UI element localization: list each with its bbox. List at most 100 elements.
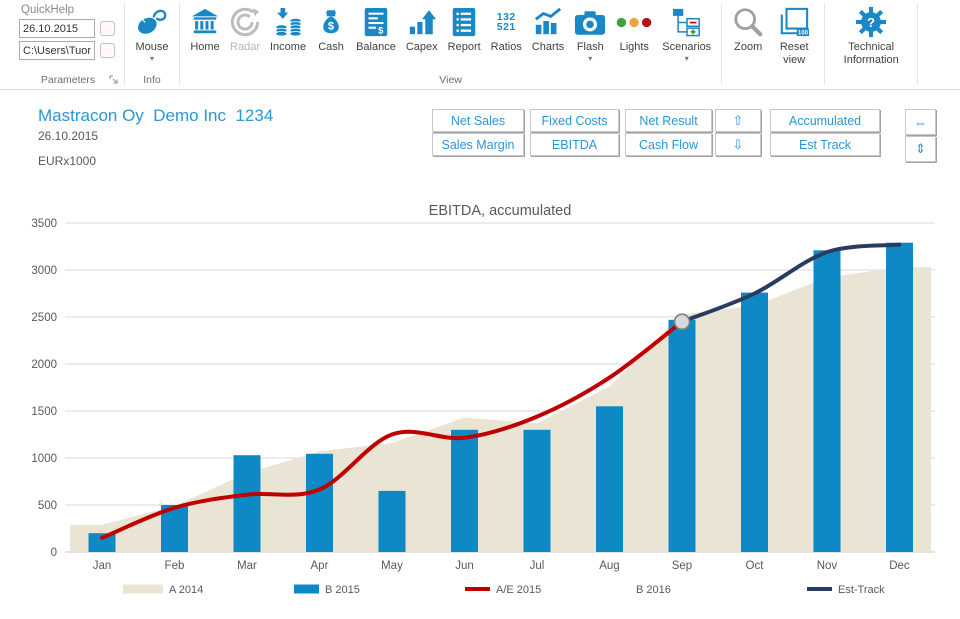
sales-margin-button[interactable]: Sales Margin	[432, 133, 524, 156]
ribbon-item-zoom[interactable]: Zoom	[727, 1, 769, 54]
quickhelp-label: QuickHelp	[21, 4, 75, 16]
ribbon-item-flash[interactable]: Flash ▾	[569, 1, 611, 64]
ribbon-item-cash[interactable]: $ Cash	[311, 1, 351, 54]
ribbon-item-scenarios[interactable]: Scenarios ▾	[657, 1, 716, 64]
mouse-icon	[135, 3, 169, 41]
ribbon-item-label: Radar	[230, 41, 260, 53]
ribbon-item-label: Reset view	[779, 41, 809, 66]
ribbon-item-technical-information[interactable]: ? Technical Information	[830, 1, 912, 67]
ribbon-group-zoom: Zoom 100 Reset view	[724, 0, 822, 89]
ribbon-group-technical: ? Technical Information	[827, 0, 915, 89]
ribbon-item-label: Report	[447, 41, 481, 53]
up-arrow-button[interactable]: ⇧	[715, 109, 761, 132]
svg-text:Nov: Nov	[817, 560, 838, 572]
svg-text:A/E 2015: A/E 2015	[496, 584, 541, 596]
ebitda-button[interactable]: EBITDA	[530, 133, 619, 156]
reset-view-icon: 100	[778, 3, 810, 41]
path-input[interactable]	[19, 41, 95, 60]
view-group-label: View	[439, 74, 462, 86]
ribbon-item-charts[interactable]: Charts	[527, 1, 569, 54]
ribbon-item-label: Ratios	[490, 41, 522, 53]
path-checkbox[interactable]	[100, 43, 115, 58]
svg-text:100: 100	[798, 30, 809, 37]
dialog-launcher-icon[interactable]	[109, 75, 119, 90]
svg-text:Est-Track: Est-Track	[838, 584, 885, 596]
ribbon-item-lights[interactable]: Lights	[611, 1, 657, 54]
net-sales-button[interactable]: Net Sales	[432, 109, 524, 132]
svg-text:Sep: Sep	[672, 560, 692, 572]
ribbon-separator	[824, 4, 826, 84]
svg-text:1000: 1000	[31, 453, 57, 465]
ribbon-item-capex[interactable]: Capex	[401, 1, 443, 54]
svg-text:3000: 3000	[31, 265, 57, 277]
svg-text:Apr: Apr	[311, 560, 329, 572]
lights-icon	[616, 3, 652, 41]
svg-text:3500: 3500	[31, 218, 57, 230]
date-input[interactable]	[19, 19, 95, 38]
cash-icon: $	[316, 3, 346, 41]
svg-text:2000: 2000	[31, 359, 57, 371]
svg-text:A 2014: A 2014	[169, 584, 203, 596]
ribbon: QuickHelp Parameters Mouse ▾ Info	[0, 0, 960, 90]
svg-text:Dec: Dec	[889, 560, 910, 572]
parameters-group-label: Parameters	[40, 74, 96, 86]
svg-text:$: $	[328, 21, 335, 33]
ribbon-item-label: Capex	[405, 41, 438, 53]
svg-text:Feb: Feb	[165, 560, 185, 572]
chevron-down-icon: ▾	[684, 54, 689, 63]
ribbon-item-label: Zoom	[734, 41, 763, 53]
ribbon-item-label: Mouse	[135, 41, 169, 53]
svg-text:EBITDA, accumulated: EBITDA, accumulated	[429, 203, 572, 219]
down-arrow-button[interactable]: ⇩	[715, 133, 761, 156]
ribbon-item-label: Flash	[576, 41, 604, 53]
svg-text:0: 0	[51, 547, 57, 559]
accumulated-button[interactable]: Accumulated	[770, 109, 880, 132]
ribbon-item-label: Lights	[619, 41, 649, 53]
fixed-costs-button[interactable]: Fixed Costs	[530, 109, 619, 132]
svg-text:?: ?	[867, 15, 875, 30]
svg-text:2500: 2500	[31, 312, 57, 324]
svg-text:B 2016: B 2016	[636, 584, 671, 596]
report-icon	[450, 3, 478, 41]
currency-unit: EURx1000	[38, 154, 97, 168]
flash-icon	[574, 3, 606, 41]
ribbon-item-label: Cash	[318, 41, 344, 53]
ribbon-item-balance[interactable]: $ Balance	[351, 1, 401, 54]
ribbon-item-label: Income	[270, 41, 307, 53]
date-checkbox[interactable]	[100, 21, 115, 36]
svg-text:Jan: Jan	[93, 560, 112, 572]
ribbon-item-mouse[interactable]: Mouse ▾	[130, 1, 174, 64]
ratios-icon: 132 521	[496, 11, 516, 33]
ribbon-item-reset-view[interactable]: 100 Reset view	[769, 1, 819, 67]
ribbon-item-income[interactable]: Income	[265, 1, 311, 54]
mode-buttons: Accumulated Est Track	[770, 109, 880, 156]
svg-text:500: 500	[38, 500, 57, 512]
svg-text:Oct: Oct	[746, 560, 765, 572]
net-result-button[interactable]: Net Result	[625, 109, 712, 132]
svg-text:B 2015: B 2015	[325, 584, 360, 596]
chevron-down-icon: ▾	[588, 54, 593, 63]
ribbon-item-report[interactable]: Report	[443, 1, 486, 54]
magnifier-icon	[732, 3, 764, 41]
ribbon-item-home[interactable]: Home	[185, 1, 225, 54]
svg-text:Mar: Mar	[237, 560, 257, 572]
ribbon-separator	[124, 4, 125, 84]
company-title: Mastracon Oy Demo Inc 1234	[38, 106, 274, 125]
radar-icon	[230, 3, 260, 41]
ribbon-item-ratios[interactable]: 132 521 Ratios	[486, 1, 527, 54]
est-track-button[interactable]: Est Track	[770, 133, 880, 156]
chevron-down-icon: ▾	[149, 54, 154, 63]
svg-text:Jul: Jul	[530, 560, 545, 572]
scenarios-icon	[671, 3, 703, 41]
vertical-resize-button[interactable]: ⇕	[905, 136, 936, 162]
ribbon-group-info: Mouse ▾ Info	[127, 0, 177, 89]
ribbon-item-label: Balance	[356, 41, 396, 53]
cash-flow-button[interactable]: Cash Flow	[625, 133, 712, 156]
report-date: 26.10.2015	[38, 129, 99, 143]
ribbon-separator	[917, 4, 919, 84]
income-icon	[273, 3, 303, 41]
document-header: Mastracon Oy Demo Inc 1234 26.10.2015 EU…	[38, 106, 273, 168]
ribbon-item-radar: Radar	[225, 1, 265, 54]
horizontal-resize-button[interactable]: ⇔	[905, 109, 936, 135]
